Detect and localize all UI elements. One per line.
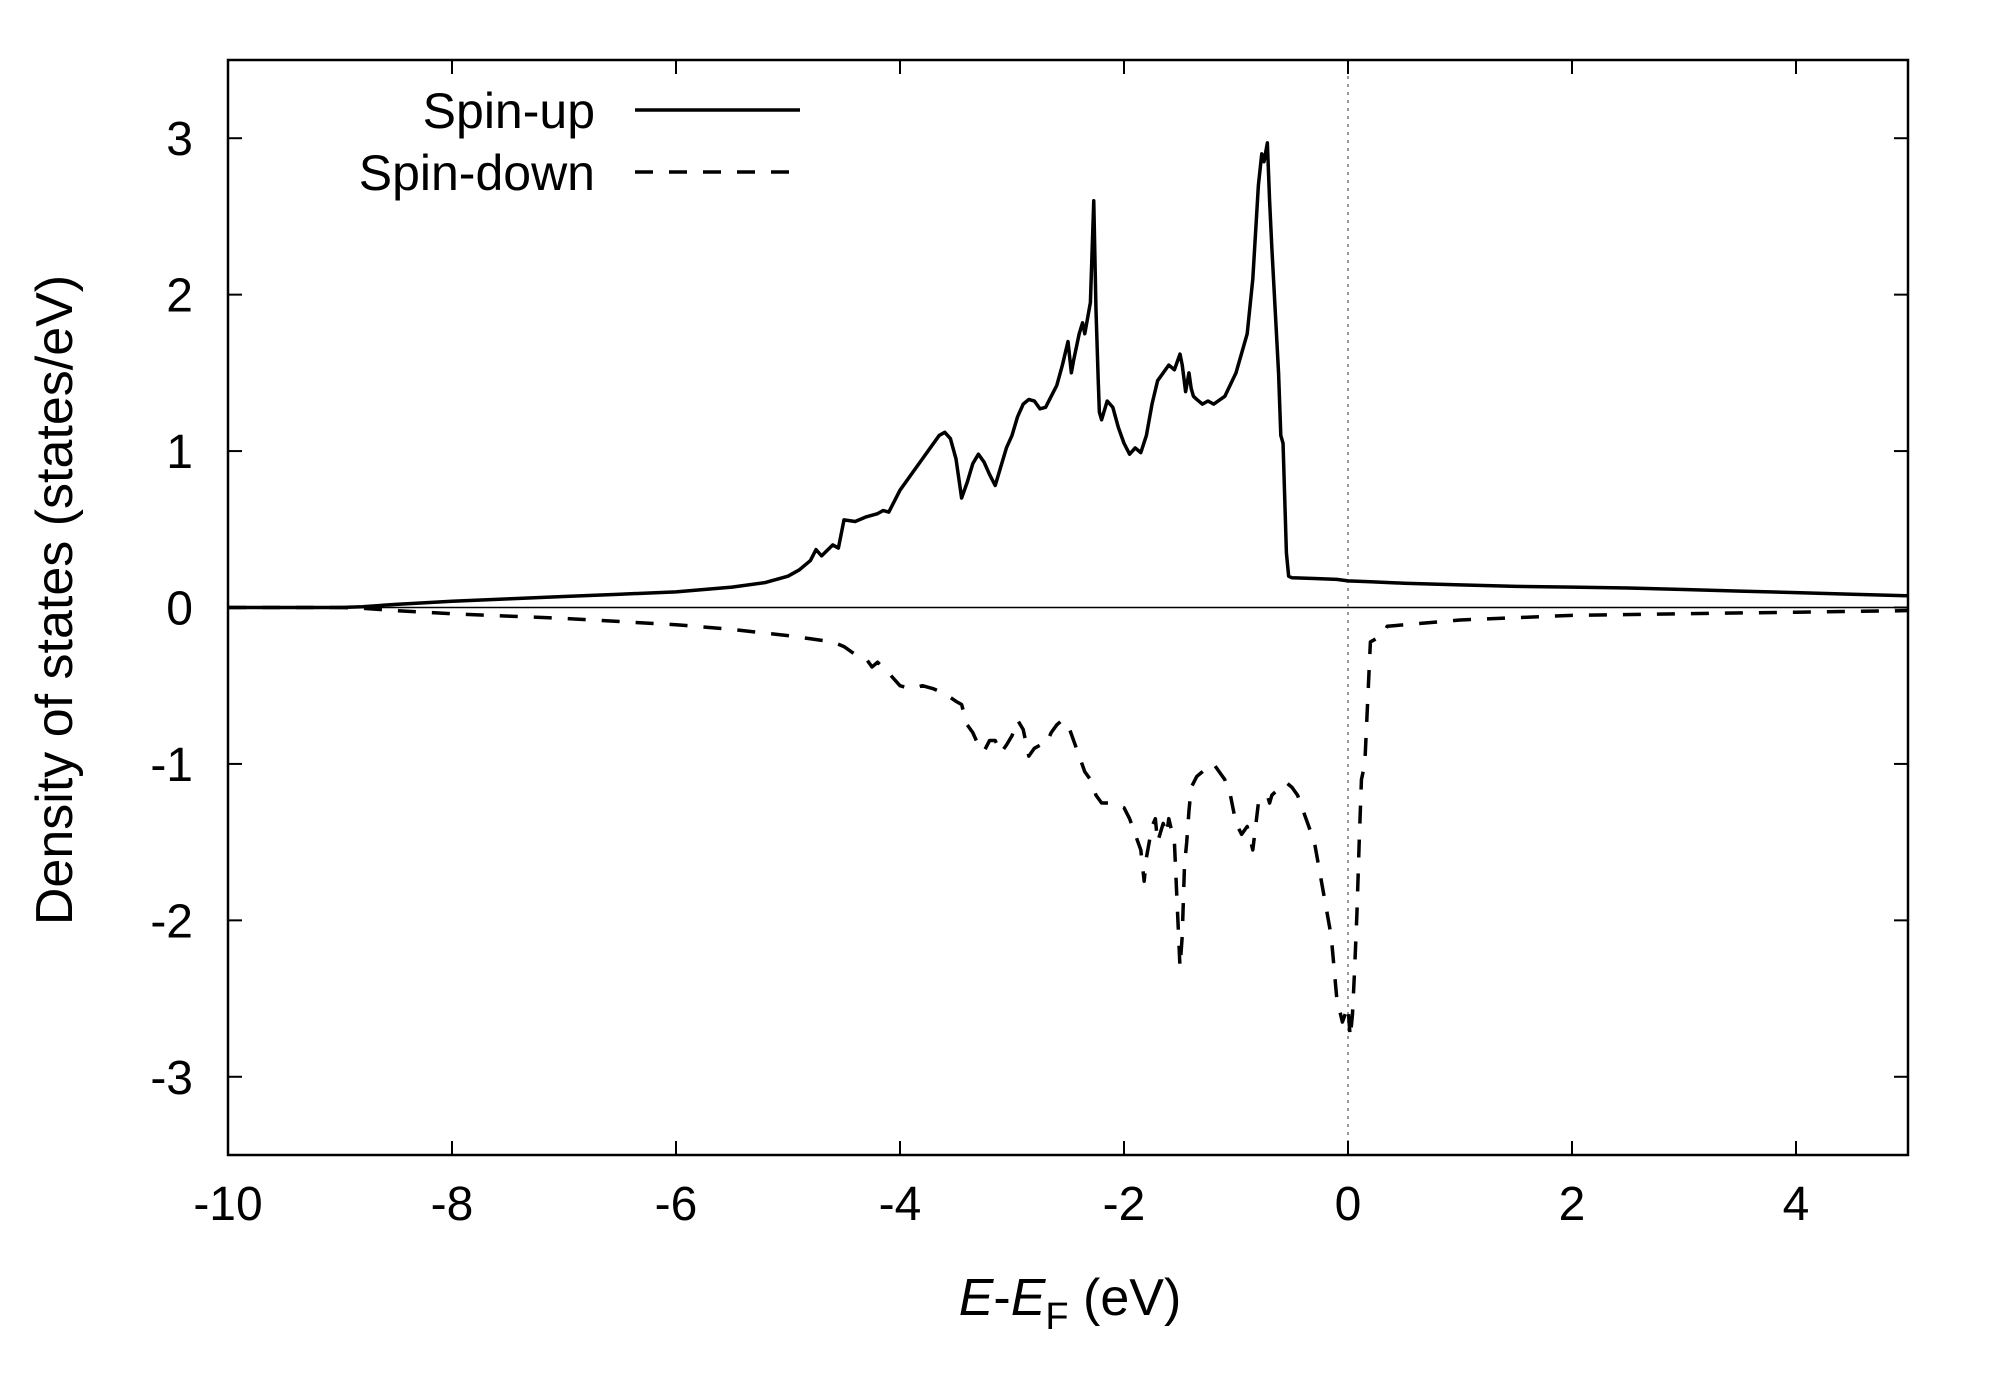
x-axis-label: E-EF (eV) (959, 1269, 1182, 1338)
x-tick-label: 0 (1335, 1178, 1362, 1231)
y-tick-label: 1 (166, 426, 193, 479)
x-axis-label-ef: E (1011, 1269, 1047, 1327)
legend: Spin-up Spin-down (359, 83, 800, 201)
legend-label-spin-up: Spin-up (423, 83, 595, 139)
x-tick-label: 4 (1783, 1178, 1810, 1231)
x-tick-label: -4 (879, 1178, 922, 1231)
y-tick-label: -3 (150, 1052, 193, 1105)
x-tick-label: -6 (655, 1178, 698, 1231)
x-axis-label-dash: - (993, 1269, 1010, 1327)
x-axis-label-sub: F (1045, 1296, 1068, 1338)
series-line-spin-down (228, 605, 1909, 1040)
x-tick-label: -2 (1103, 1178, 1146, 1231)
x-tick-label: -8 (431, 1178, 474, 1231)
legend-label-spin-down: Spin-down (359, 145, 595, 201)
y-tick-label: -2 (150, 895, 193, 948)
y-tick-label: 0 (166, 583, 193, 636)
x-tick-label: -10 (193, 1178, 262, 1231)
x-tick-label: 2 (1559, 1178, 1586, 1231)
x-axis-label-e: E (959, 1269, 995, 1327)
y-axis-label: Density of states (states/eV) (26, 275, 84, 925)
y-tick-label: -1 (150, 739, 193, 792)
y-tick-label: 2 (166, 270, 193, 323)
x-axis-label-unit: (eV) (1069, 1269, 1182, 1327)
series-line-spin-up (228, 141, 1909, 610)
y-tick-label: 3 (166, 113, 193, 166)
